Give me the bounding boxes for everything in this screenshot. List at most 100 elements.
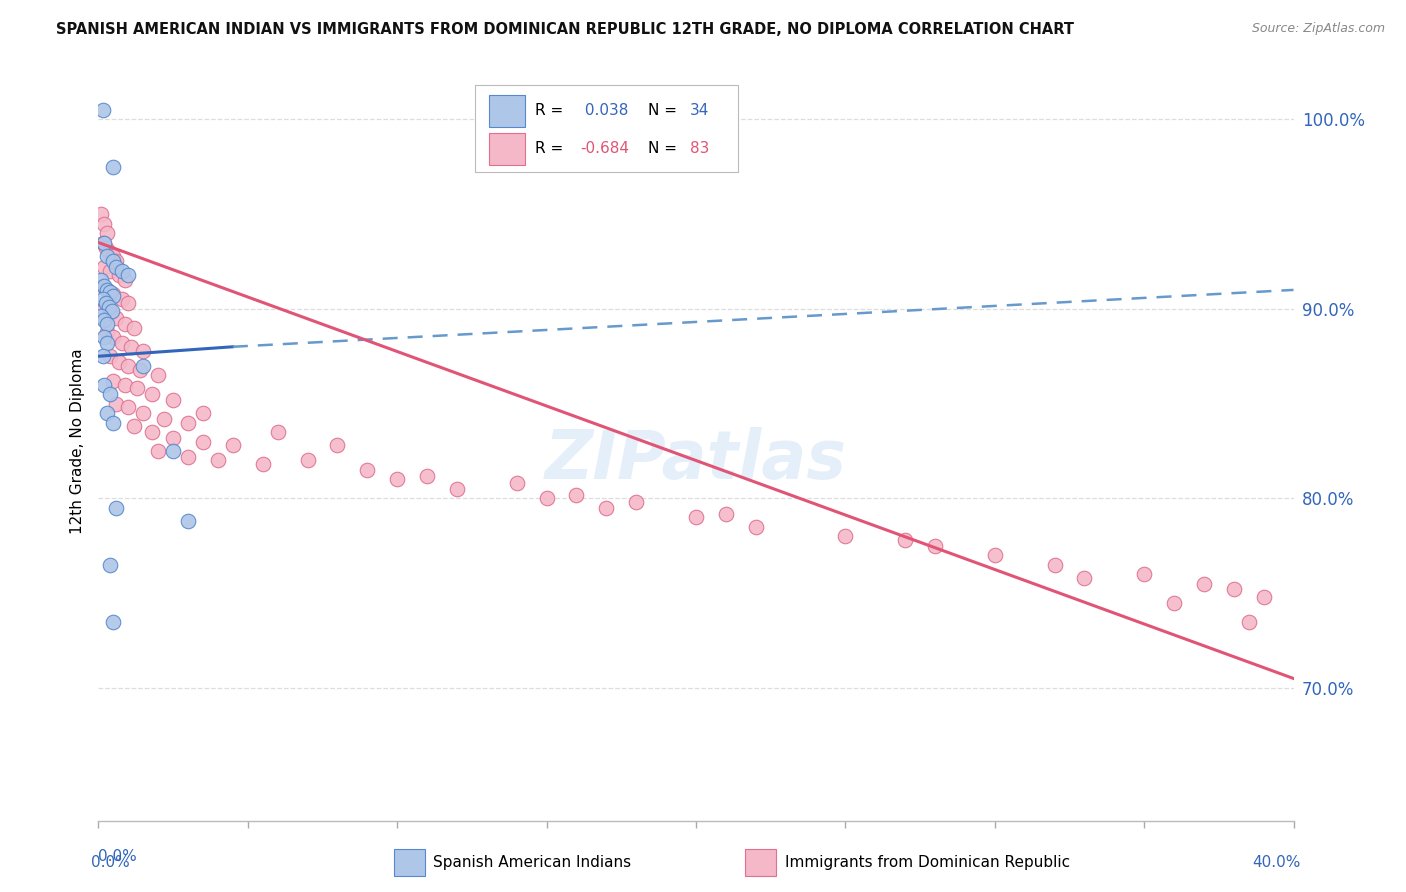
FancyBboxPatch shape xyxy=(489,95,524,127)
Point xyxy=(105,311,128,326)
Point xyxy=(91,293,114,307)
Point xyxy=(745,520,768,534)
Text: 0.0%: 0.0% xyxy=(91,855,131,870)
Text: N =: N = xyxy=(648,103,678,119)
Point xyxy=(105,254,128,268)
Text: R =: R = xyxy=(534,103,562,119)
Point xyxy=(385,473,409,487)
Point xyxy=(96,249,118,263)
Point xyxy=(93,313,115,327)
Point xyxy=(93,235,115,250)
Text: 40.0%: 40.0% xyxy=(1253,855,1301,870)
Point xyxy=(162,392,184,407)
Point xyxy=(141,425,163,439)
Point xyxy=(1073,571,1095,585)
Point xyxy=(94,241,117,255)
Text: 0.038: 0.038 xyxy=(581,103,628,119)
Point xyxy=(93,279,115,293)
Point xyxy=(96,283,118,297)
Point xyxy=(141,387,163,401)
Point xyxy=(148,444,170,458)
Point xyxy=(127,382,149,396)
Point xyxy=(103,374,125,388)
Point xyxy=(96,317,118,331)
Point xyxy=(114,273,136,287)
Point xyxy=(207,453,229,467)
Point xyxy=(714,507,737,521)
Point xyxy=(1163,596,1185,610)
Point xyxy=(105,397,128,411)
Point xyxy=(103,615,125,629)
Point xyxy=(416,468,439,483)
Point xyxy=(565,487,588,501)
Point xyxy=(90,310,112,324)
Point xyxy=(108,355,131,369)
Point xyxy=(98,264,122,278)
Point xyxy=(148,368,170,383)
Point xyxy=(93,301,115,316)
Point xyxy=(96,226,118,240)
Point xyxy=(111,293,134,307)
Point xyxy=(101,303,124,318)
Text: Spanish American Indians: Spanish American Indians xyxy=(433,855,631,870)
Point xyxy=(162,431,184,445)
Point xyxy=(1223,582,1246,597)
Point xyxy=(132,359,155,373)
Point xyxy=(267,425,290,439)
Text: -0.684: -0.684 xyxy=(581,141,628,156)
Point xyxy=(98,349,122,363)
Point xyxy=(117,401,139,415)
Point xyxy=(297,453,319,467)
Point xyxy=(96,283,118,297)
Point xyxy=(326,438,349,452)
Point xyxy=(1043,558,1066,572)
Point xyxy=(1253,590,1275,604)
Text: 34: 34 xyxy=(690,103,710,119)
Point xyxy=(177,450,200,464)
Point xyxy=(96,325,118,339)
Point xyxy=(120,340,142,354)
Point xyxy=(114,317,136,331)
Point xyxy=(111,336,134,351)
Text: Source: ZipAtlas.com: Source: ZipAtlas.com xyxy=(1251,22,1385,36)
Point xyxy=(90,273,112,287)
Point xyxy=(222,438,245,452)
Point xyxy=(1133,567,1156,582)
Point xyxy=(91,103,114,117)
Point xyxy=(96,336,118,351)
Point xyxy=(536,491,558,506)
FancyBboxPatch shape xyxy=(489,133,524,165)
Point xyxy=(124,321,146,335)
Point xyxy=(105,260,128,275)
Point xyxy=(90,207,112,221)
Point xyxy=(93,217,115,231)
Point xyxy=(93,260,115,275)
Point xyxy=(1237,615,1260,629)
Point xyxy=(162,444,184,458)
Point xyxy=(117,296,139,310)
Point xyxy=(117,268,139,282)
Point xyxy=(685,510,707,524)
Point xyxy=(153,412,176,426)
Point xyxy=(108,268,131,282)
Point xyxy=(894,533,917,548)
Point xyxy=(506,476,529,491)
Point xyxy=(111,264,134,278)
Point xyxy=(103,416,125,430)
Point xyxy=(103,288,125,302)
Point xyxy=(103,330,125,344)
Point xyxy=(97,244,120,259)
Point xyxy=(132,406,155,420)
Point xyxy=(103,286,125,301)
Point xyxy=(96,406,118,420)
Point xyxy=(98,285,122,299)
Point xyxy=(984,549,1007,563)
Point xyxy=(834,529,856,543)
Point xyxy=(103,160,125,174)
FancyBboxPatch shape xyxy=(475,85,738,172)
Point xyxy=(98,387,122,401)
Y-axis label: 12th Grade, No Diploma: 12th Grade, No Diploma xyxy=(69,349,84,534)
Point xyxy=(356,463,378,477)
Text: R =: R = xyxy=(534,141,562,156)
Text: 83: 83 xyxy=(690,141,710,156)
